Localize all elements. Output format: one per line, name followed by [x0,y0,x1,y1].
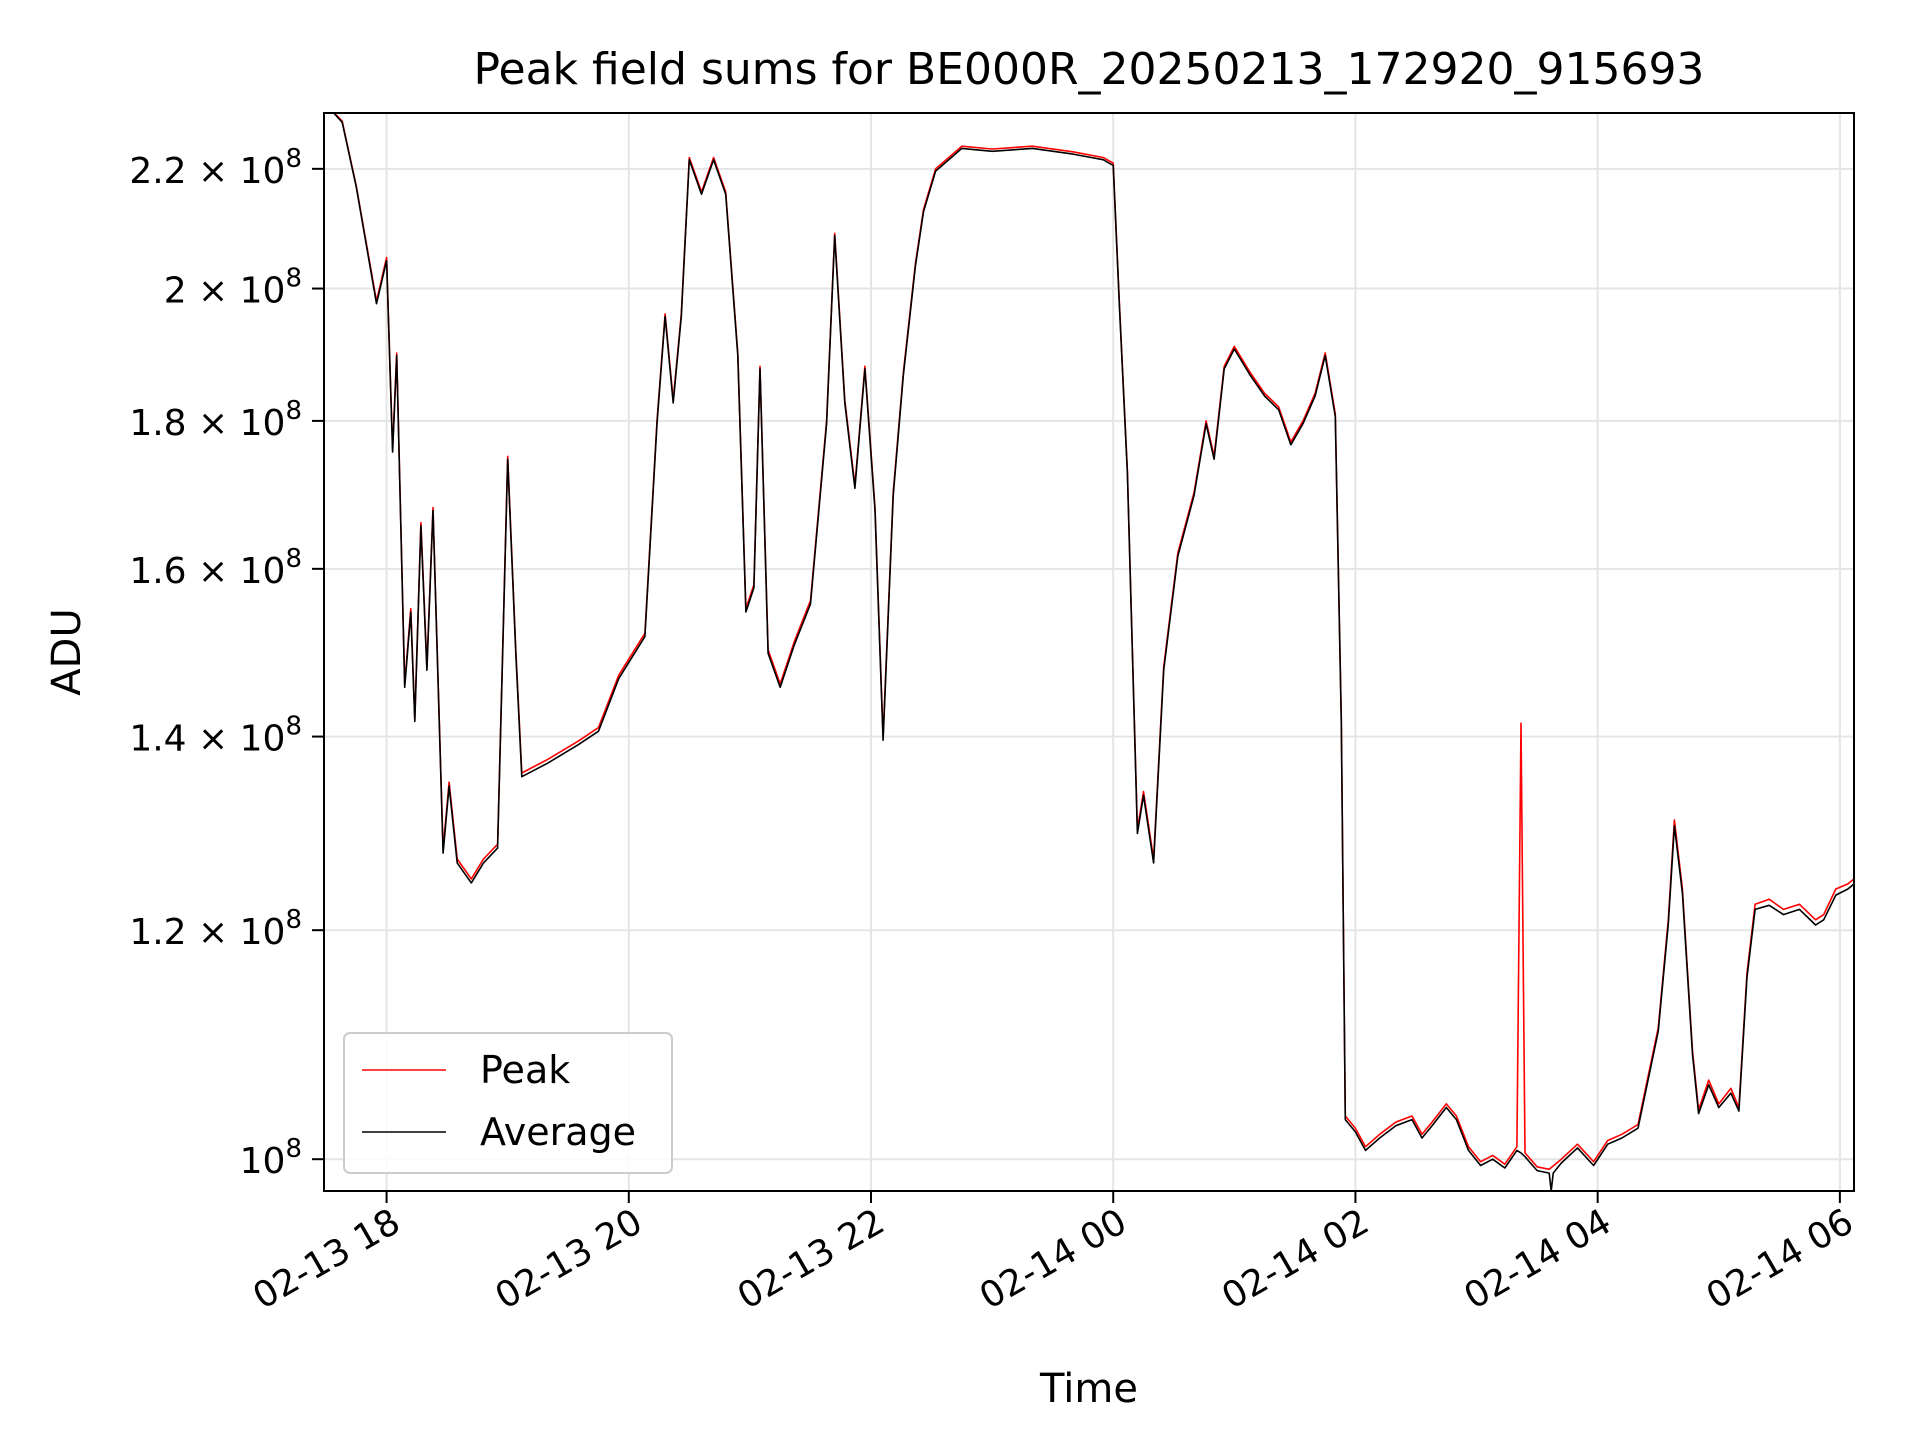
y-tick-label: 1.4 × 108 [129,712,302,760]
legend: Peak Average [343,1032,673,1174]
y-tick-label: 1.8 × 108 [129,396,302,444]
y-tick-label: 1.2 × 108 [129,905,302,953]
x-axis-label: Time [1039,1366,1138,1412]
legend-label: Average [480,1110,636,1154]
chart-title: Peak field sums for BE000R_20250213_1729… [474,44,1705,95]
y-tick-label: 2.2 × 108 [129,144,302,192]
legend-label: Peak [480,1048,570,1092]
plot-frame [323,112,1855,1192]
series-layer [332,113,1854,1191]
legend-frame [343,1032,673,1174]
y-axis: 108 1.2 × 108 1.4 × 108 1.6 × 108 1.8 × 108 2… [129,144,324,1182]
y-tick-label: 1.6 × 108 [129,544,302,592]
y-axis-label: ADU [44,608,90,695]
y-tick-label: 108 [240,1134,302,1182]
series-line-average [332,113,1854,1191]
y-tick-label: 2 × 108 [164,264,302,312]
